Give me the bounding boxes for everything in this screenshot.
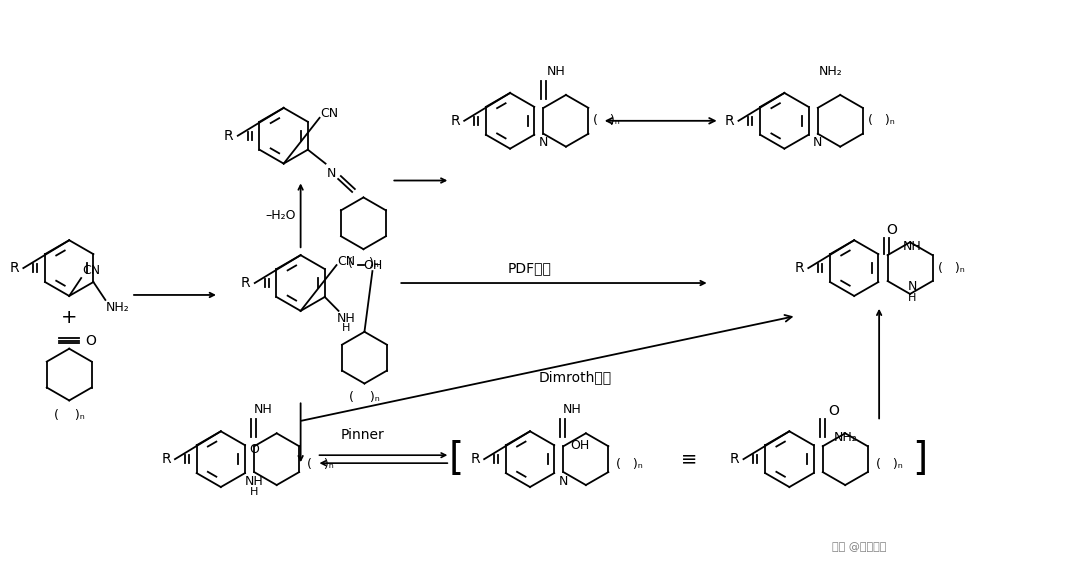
Text: –H₂O: –H₂O — [266, 209, 296, 222]
Text: (   )ₙ: ( )ₙ — [876, 457, 903, 471]
Text: (   )ₙ: ( )ₙ — [307, 457, 334, 471]
Text: (    )ₙ: ( )ₙ — [349, 391, 380, 404]
Text: CN: CN — [82, 263, 100, 277]
Text: [: [ — [448, 440, 463, 478]
Text: OH: OH — [570, 439, 590, 452]
Text: O: O — [827, 405, 839, 418]
Text: N: N — [538, 136, 548, 149]
Text: OH: OH — [363, 259, 382, 272]
Text: R: R — [450, 114, 460, 128]
Text: R: R — [224, 129, 233, 143]
Text: (    )ₙ: ( )ₙ — [348, 257, 379, 270]
Text: Pinner: Pinner — [340, 428, 384, 443]
Text: NH₂: NH₂ — [106, 301, 130, 315]
Text: N: N — [907, 280, 917, 293]
Text: H: H — [249, 487, 258, 497]
Text: (    )ₙ: ( )ₙ — [54, 409, 84, 422]
Text: R: R — [161, 452, 171, 466]
Text: N: N — [558, 475, 568, 487]
Text: NH: NH — [546, 64, 565, 77]
Text: ≡: ≡ — [681, 449, 698, 468]
Text: CN: CN — [321, 107, 339, 121]
Text: NH: NH — [337, 312, 356, 325]
Text: NH: NH — [563, 403, 581, 416]
Text: R: R — [471, 452, 480, 466]
Text: Dimroth重排: Dimroth重排 — [538, 371, 611, 385]
Text: (   )ₙ: ( )ₙ — [593, 114, 620, 127]
Text: NH: NH — [903, 240, 921, 253]
Text: NH: NH — [244, 475, 264, 487]
Text: H: H — [342, 323, 351, 333]
Text: O: O — [85, 333, 96, 348]
Text: R: R — [730, 452, 740, 466]
Text: H: H — [908, 293, 916, 303]
Text: ]: ] — [913, 440, 928, 478]
Text: O: O — [887, 223, 897, 237]
Text: O: O — [248, 443, 259, 456]
Text: (   )ₙ: ( )ₙ — [867, 114, 894, 127]
Text: NH₂: NH₂ — [819, 64, 842, 77]
Text: PDF转化: PDF转化 — [508, 261, 552, 275]
Text: R: R — [795, 261, 805, 275]
Text: 头条 @化学加网: 头条 @化学加网 — [832, 542, 887, 552]
Text: N: N — [812, 136, 822, 149]
Text: CN: CN — [337, 255, 355, 267]
Text: R: R — [241, 276, 251, 290]
Text: +: + — [60, 308, 78, 327]
Text: R: R — [725, 114, 734, 128]
Text: R: R — [10, 261, 19, 275]
Text: NH: NH — [254, 403, 272, 416]
Text: N: N — [327, 167, 336, 180]
Text: (   )ₙ: ( )ₙ — [617, 457, 644, 471]
Text: NH₂: NH₂ — [834, 430, 858, 444]
Text: (   )ₙ: ( )ₙ — [937, 262, 964, 274]
